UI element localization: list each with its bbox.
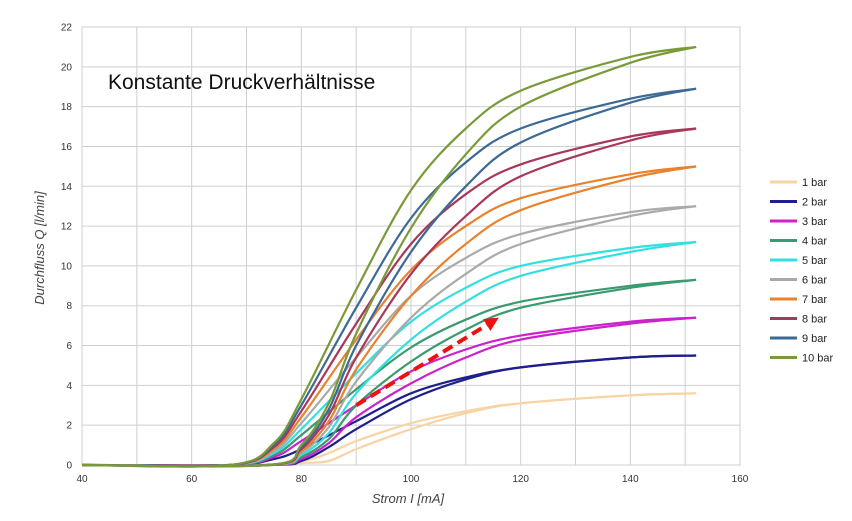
y-tick-label: 6: [66, 341, 72, 352]
legend-item: 9 bar: [770, 333, 827, 345]
series-line-up: [81, 45, 697, 468]
tick-labels: 40 60 80 100 120 140 160 0 2 4 6 8 10 12 14 16 18 20 22: [61, 23, 749, 486]
series-line-up: [81, 205, 697, 468]
legend-label: 7 bar: [802, 294, 827, 306]
grid-lines: [81, 26, 741, 466]
legend-label: 6 bar: [802, 275, 827, 287]
legend-label: 3 bar: [802, 216, 827, 228]
series-line-up: [81, 240, 697, 467]
series-line-down: [81, 45, 697, 468]
y-tick-label: 16: [61, 142, 73, 153]
legend-item: 1 bar: [770, 177, 827, 189]
legend-label: 8 bar: [802, 314, 827, 326]
x-tick-label: 60: [186, 474, 198, 485]
x-tick-label: 160: [732, 474, 749, 485]
legend-label: 4 bar: [802, 236, 827, 248]
x-tick-label: 80: [296, 474, 308, 485]
legend: 1 bar 2 bar 3 bar 4 bar 5 bar 6 bar 7 bar 8 bar…: [770, 177, 834, 365]
x-tick-label: 120: [512, 474, 529, 485]
series-lines: [81, 45, 697, 468]
arrow-head: [483, 317, 499, 331]
y-tick-label: 8: [66, 301, 72, 312]
series-line-down: [81, 240, 697, 467]
trend-arrow: [355, 317, 499, 407]
series-6: [81, 205, 697, 468]
legend-label: 2 bar: [802, 197, 827, 209]
series-7: [81, 165, 697, 468]
series-10: [81, 45, 697, 468]
arrow-shaft: [355, 323, 488, 407]
legend-item: 6 bar: [770, 275, 827, 287]
series-line-up: [81, 165, 697, 468]
legend-item: 3 bar: [770, 216, 827, 228]
x-tick-label: 140: [622, 474, 639, 485]
series-line-down: [81, 354, 697, 467]
y-tick-label: 4: [66, 381, 72, 392]
legend-item: 5 bar: [770, 255, 827, 267]
legend-item: 10 bar: [770, 353, 834, 365]
x-tick-label: 100: [403, 474, 420, 485]
legend-label: 10 bar: [802, 353, 834, 365]
y-tick-label: 2: [66, 421, 72, 432]
x-axis-label: Strom I [mA]: [372, 491, 445, 506]
series-line-down: [81, 165, 697, 468]
legend-item: 8 bar: [770, 314, 827, 326]
y-axis-label: Durchfluss Q [l/min]: [32, 191, 47, 305]
y-tick-label: 12: [61, 222, 73, 233]
y-tick-label: 10: [61, 261, 73, 272]
series-5: [81, 240, 697, 467]
legend-item: 4 bar: [770, 236, 827, 248]
y-tick-label: 20: [61, 62, 73, 73]
y-tick-label: 0: [66, 461, 72, 472]
y-tick-label: 14: [61, 182, 73, 193]
legend-item: 2 bar: [770, 197, 827, 209]
x-tick-label: 40: [76, 474, 88, 485]
y-tick-label: 18: [61, 102, 73, 113]
series-2: [81, 354, 697, 467]
series-line-down: [81, 205, 697, 467]
legend-label: 5 bar: [802, 255, 827, 267]
legend-item: 7 bar: [770, 294, 827, 306]
legend-label: 9 bar: [802, 333, 827, 345]
legend-label: 1 bar: [802, 177, 827, 189]
y-tick-label: 22: [61, 23, 73, 34]
chart-annotation: Konstante Druckverhältnisse: [108, 71, 375, 94]
